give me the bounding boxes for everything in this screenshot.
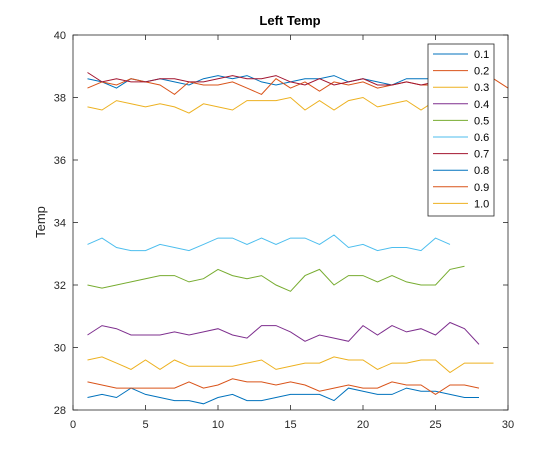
legend-entry-0.9[interactable]: 0.9 (474, 182, 489, 194)
x-tick-label: 10 (212, 419, 224, 431)
chart-title: Left Temp (259, 13, 320, 28)
series-line-0.3 (87, 96, 480, 114)
y-tick-label: 32 (54, 280, 66, 292)
y-tick-label: 30 (54, 343, 66, 355)
y-tick-label: 40 (54, 30, 66, 42)
series-line-0.8 (87, 387, 479, 405)
legend-entry-0.8[interactable]: 0.8 (474, 165, 489, 177)
x-tick-label: 30 (502, 419, 514, 431)
legend-entry-0.2[interactable]: 0.2 (474, 66, 489, 78)
legend[interactable]: 0.1 0.2 0.3 0.4 0.5 0.6 0.7 0.8 0.9 1.0 (427, 43, 495, 217)
y-tick-label: 34 (54, 218, 66, 230)
x-tick-label: 20 (357, 419, 369, 431)
x-tick-label: 5 (142, 419, 148, 431)
legend-entry-0.1[interactable]: 0.1 (474, 49, 489, 61)
series-line-0.4 (87, 321, 480, 345)
series-line-0.6 (87, 234, 451, 252)
legend-entry-0.4[interactable]: 0.4 (474, 99, 489, 111)
legend-entry-1.0[interactable]: 1.0 (474, 198, 489, 210)
x-tick-label: 25 (429, 419, 441, 431)
series-line-0.5 (87, 265, 465, 292)
series-line-0.9 (87, 378, 480, 395)
legend-box (427, 43, 495, 217)
x-tick-label: 0 (70, 419, 76, 431)
legend-entry-0.6[interactable]: 0.6 (474, 132, 489, 144)
series-layer (87, 72, 509, 405)
legend-entry-0.7[interactable]: 0.7 (474, 149, 489, 161)
y-tick-label: 36 (54, 155, 66, 167)
y-tick-label: 28 (54, 405, 66, 417)
x-tick-label: 15 (284, 419, 296, 431)
y-axis-label: Temp (33, 206, 48, 238)
series-line-1.0 (87, 356, 494, 374)
y-tick-label: 38 (54, 93, 66, 105)
axes-layer: 0 5 10 15 20 25 30 28 30 32 34 36 38 40 (54, 30, 514, 431)
legend-entry-0.5[interactable]: 0.5 (474, 115, 489, 127)
legend-entry-0.3[interactable]: 0.3 (474, 82, 489, 94)
series-line-0.7 (87, 72, 465, 86)
